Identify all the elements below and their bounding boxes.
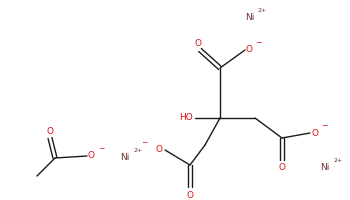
Text: O: O bbox=[246, 46, 253, 54]
Text: Ni: Ni bbox=[245, 14, 254, 22]
Text: Ni: Ni bbox=[320, 164, 329, 172]
Text: O: O bbox=[312, 129, 319, 138]
Text: O: O bbox=[195, 38, 202, 47]
Text: O: O bbox=[88, 152, 95, 160]
Text: O: O bbox=[279, 164, 286, 172]
Text: Ni: Ni bbox=[120, 154, 130, 162]
Text: 2+: 2+ bbox=[133, 148, 142, 154]
Text: HO: HO bbox=[179, 114, 193, 122]
Text: −: − bbox=[142, 138, 148, 148]
Text: O: O bbox=[187, 190, 194, 200]
Text: 2+: 2+ bbox=[333, 158, 342, 164]
Text: −: − bbox=[255, 38, 261, 47]
Text: O: O bbox=[156, 146, 163, 154]
Text: O: O bbox=[47, 127, 54, 136]
Text: −: − bbox=[98, 144, 104, 154]
Text: −: − bbox=[321, 121, 327, 130]
Text: 2+: 2+ bbox=[258, 8, 267, 14]
